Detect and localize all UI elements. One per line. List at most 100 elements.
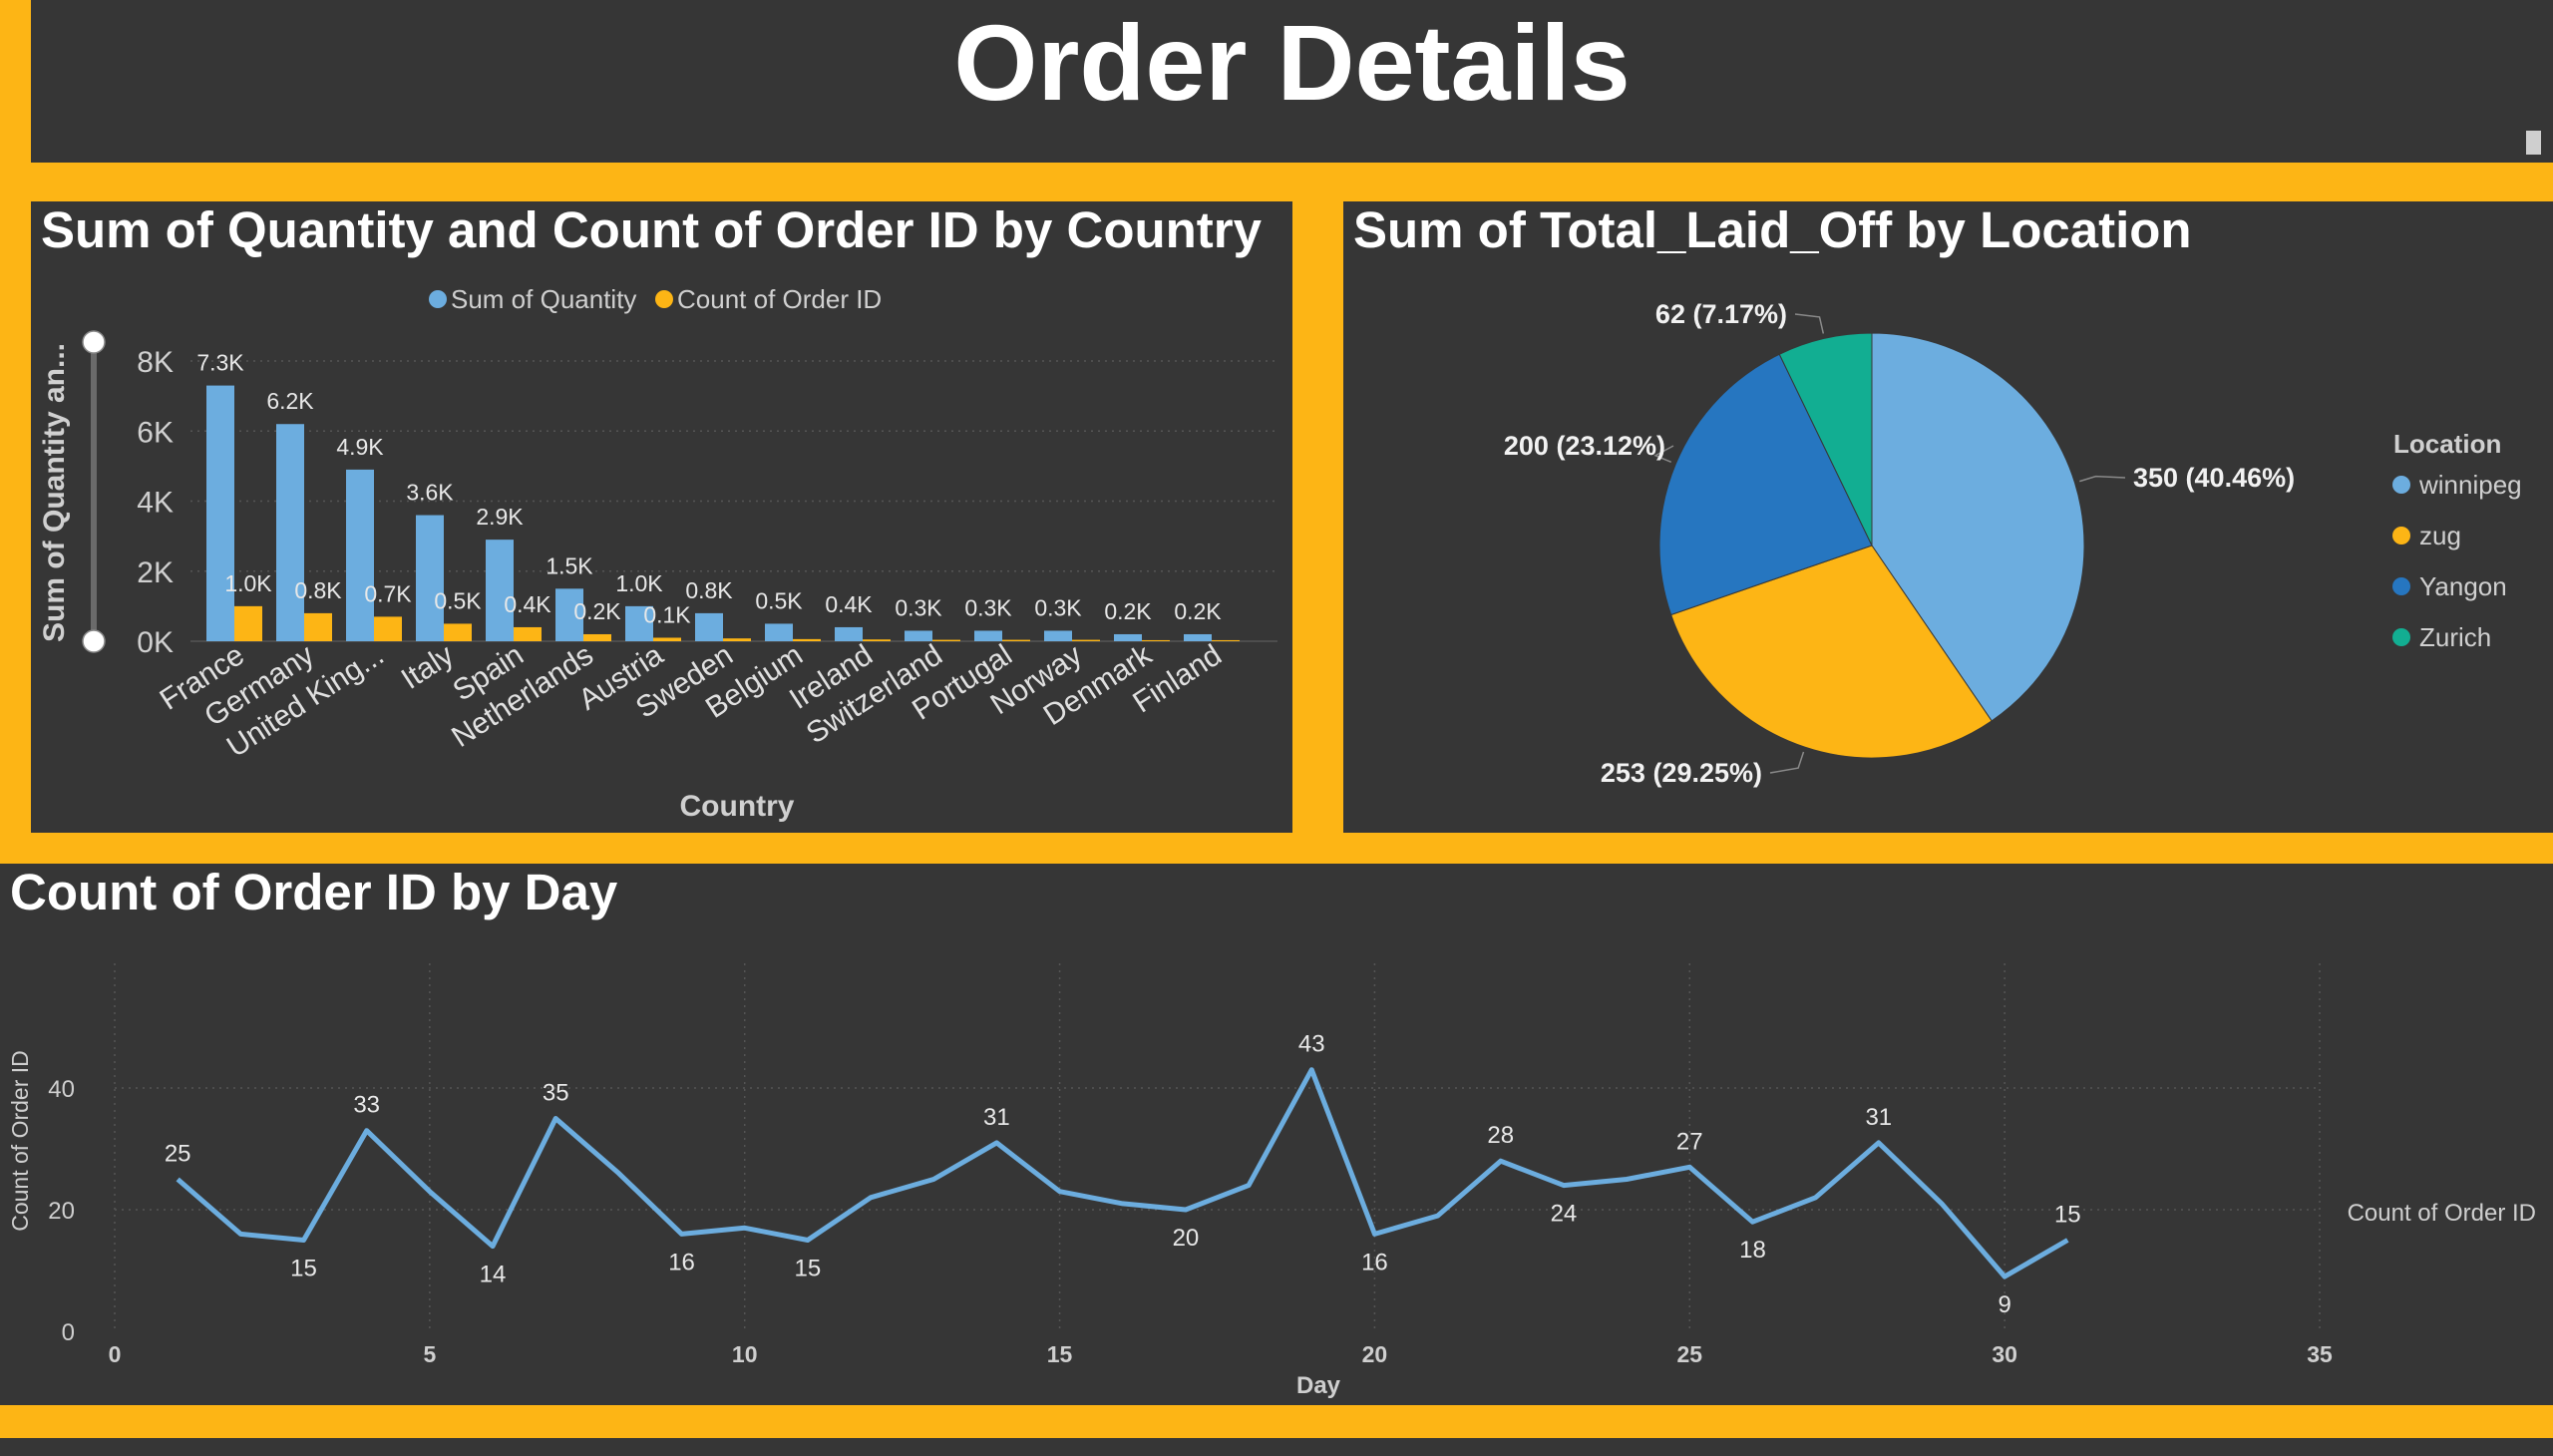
y-tick-label: 40 (48, 1076, 75, 1103)
data-label-order-count: 0.5K (434, 587, 482, 613)
point-data-label: 27 (1676, 1128, 1703, 1155)
x-tick-label: 15 (1047, 1341, 1073, 1367)
data-label-order-count: 0.8K (294, 577, 342, 603)
x-tick-label: 0 (109, 1341, 122, 1367)
x-tick-label: 10 (732, 1341, 758, 1367)
pie-chart[interactable]: 350 (40.46%) 253 (29.25%) 200 (23.12%) 62 (… (1343, 201, 2553, 833)
data-label-order-count: 1.0K (224, 570, 272, 596)
point-data-label: 9 (1998, 1291, 2010, 1318)
line-chart-panel[interactable]: Count of Order ID by Day 0 20 40 0 5 10 15 20 25… (0, 864, 2553, 1405)
bar-order-count[interactable] (1072, 640, 1100, 641)
bar-quantity[interactable] (346, 470, 374, 641)
bar-order-count[interactable] (444, 623, 472, 641)
point-data-label: 14 (480, 1262, 507, 1288)
x-axis-title: Day (1296, 1372, 1341, 1399)
bar-order-count[interactable] (514, 627, 542, 641)
data-label-order-count: 0.7K (364, 580, 412, 606)
bar-order-count[interactable] (1212, 640, 1240, 641)
y-axis-title: Sum of Quantity an... (38, 343, 71, 642)
y-tick-label: 4K (137, 487, 174, 520)
x-tick-label: 20 (1362, 1341, 1388, 1367)
x-tick-label: 25 (1676, 1341, 1702, 1367)
y-tick-label: 0K (137, 626, 174, 659)
pie-data-label: 253 (29.25%) (1601, 758, 1762, 788)
bar-quantity[interactable] (206, 386, 234, 641)
bar-order-count[interactable] (304, 613, 332, 641)
pie-leader-line (2079, 477, 2125, 482)
bar-order-count[interactable] (234, 606, 262, 641)
bar-chart[interactable]: Sum of Quantity Count of Order ID 0K 2K 4K 6K… (31, 201, 1292, 833)
data-label-quantity: 3.6K (406, 480, 454, 506)
point-data-label: 31 (983, 1104, 1010, 1131)
legend-marker-quantity (429, 290, 447, 308)
bar-chart-panel[interactable]: Sum of Quantity and Count of Order ID by… (31, 201, 1292, 833)
page-title: Order Details (31, 4, 2553, 122)
bar-order-count[interactable] (793, 639, 821, 641)
focus-mode-handle[interactable] (2526, 131, 2541, 155)
pie-data-label: 200 (23.12%) (1504, 431, 1665, 461)
data-label-order-count: 0.2K (573, 598, 621, 624)
pie-legend-label[interactable]: Yangon (2419, 571, 2507, 601)
pie-legend-marker (2392, 476, 2410, 494)
bar-quantity[interactable] (416, 516, 444, 641)
pie-leader-line (1770, 752, 1804, 773)
data-label-quantity: 6.2K (266, 388, 314, 414)
bar-quantity[interactable] (695, 613, 723, 641)
data-label-quantity: 1.5K (546, 552, 593, 578)
data-label-quantity: 2.9K (476, 504, 524, 530)
pie-data-label: 62 (7.17%) (1655, 299, 1787, 329)
x-tick-label: Italy (396, 638, 460, 696)
y-axis-title: Count of Order ID (7, 1050, 33, 1232)
point-data-label: 16 (1361, 1249, 1388, 1275)
bar-quantity[interactable] (276, 424, 304, 641)
bar-order-count[interactable] (1142, 640, 1170, 641)
data-label-quantity: 0.3K (964, 594, 1012, 620)
bar-order-count[interactable] (1002, 640, 1030, 641)
zoom-slider-handle-top[interactable] (83, 331, 105, 353)
point-data-label: 15 (290, 1256, 317, 1282)
data-label-quantity: 1.0K (615, 570, 663, 596)
pie-legend-title: Location (2393, 429, 2501, 459)
point-data-label: 43 (1298, 1031, 1325, 1058)
point-data-label: 35 (543, 1080, 569, 1107)
title-banner: Order Details (31, 0, 2553, 163)
data-label-quantity: 0.3K (1034, 594, 1082, 620)
data-label-quantity: 4.9K (336, 434, 384, 460)
data-label-order-count: 0.1K (643, 601, 691, 627)
point-data-label: 28 (1487, 1122, 1514, 1149)
point-data-label: 31 (1865, 1104, 1892, 1131)
point-data-label: 16 (668, 1249, 695, 1275)
bar-order-count[interactable] (583, 634, 611, 641)
bar-order-count[interactable] (932, 640, 960, 641)
pie-legend-label[interactable]: Zurich (2419, 622, 2491, 652)
data-label-quantity: 0.4K (825, 591, 873, 617)
y-tick-label: 6K (137, 416, 174, 449)
pie-legend-label[interactable]: winnipeg (2418, 470, 2522, 500)
legend-label-quantity: Sum of Quantity (451, 284, 636, 314)
pie-legend-marker (2392, 628, 2410, 646)
pie-legend-label[interactable]: zug (2419, 521, 2461, 550)
bar-order-count[interactable] (723, 638, 751, 641)
bar-order-count[interactable] (863, 639, 891, 641)
bar-order-count[interactable] (653, 637, 681, 641)
y-tick-label: 20 (48, 1198, 75, 1225)
data-label-quantity: 0.3K (895, 594, 942, 620)
point-data-label: 25 (165, 1141, 191, 1168)
data-label-quantity: 0.8K (685, 577, 733, 603)
y-tick-label: 8K (137, 346, 174, 379)
line-series[interactable] (178, 1070, 2067, 1276)
pie-chart-panel[interactable]: Sum of Total_Laid_Off by Location 350 (4… (1343, 201, 2553, 833)
pie-legend-marker (2392, 527, 2410, 545)
point-data-label: 15 (795, 1256, 822, 1282)
line-legend-label: Count of Order ID (2348, 1200, 2536, 1227)
y-tick-label: 2K (137, 556, 174, 589)
legend-marker-order-count (655, 290, 673, 308)
x-axis-title: Country (680, 790, 795, 823)
pie-legend-marker (2392, 577, 2410, 595)
point-data-label: 20 (1173, 1225, 1200, 1252)
point-data-label: 24 (1551, 1201, 1578, 1228)
bar-order-count[interactable] (374, 616, 402, 641)
x-tick-label: 30 (1992, 1341, 2017, 1367)
zoom-slider-handle-bottom[interactable] (83, 630, 105, 652)
